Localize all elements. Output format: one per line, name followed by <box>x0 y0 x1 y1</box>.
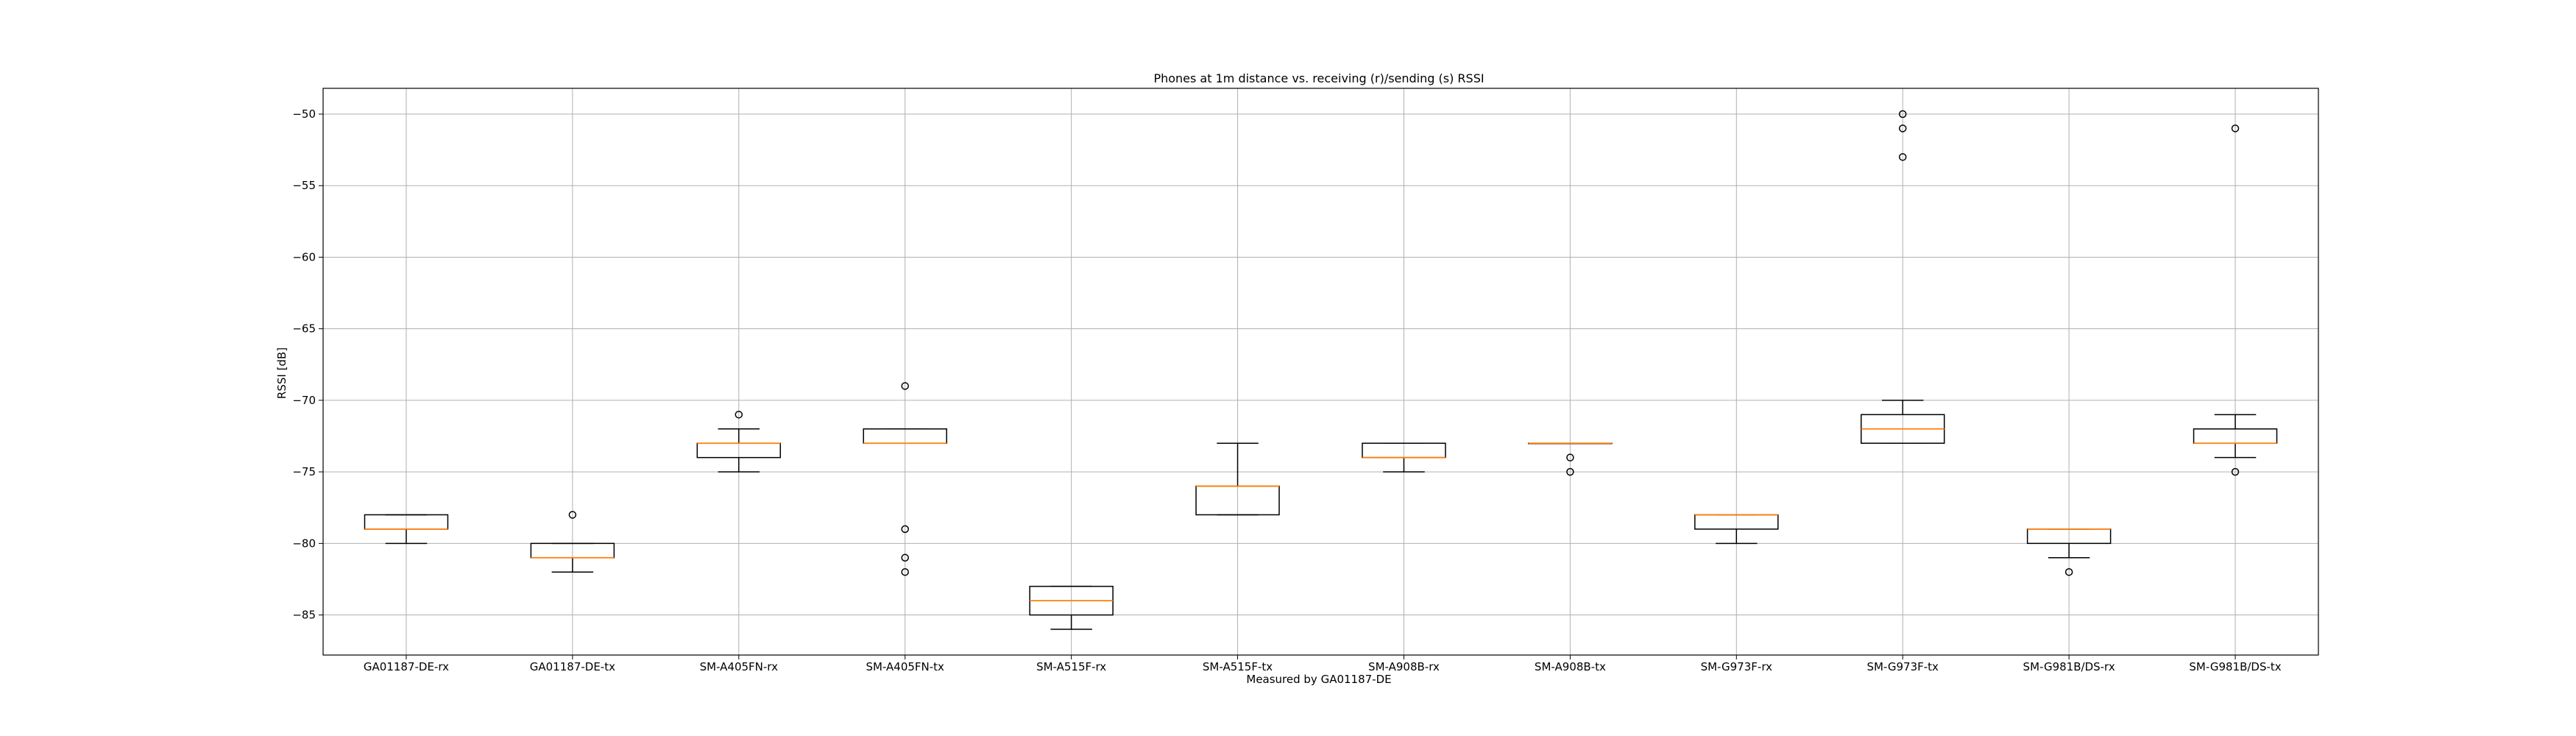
box-plot <box>1195 442 1280 516</box>
box-plots <box>364 110 2278 630</box>
outlier-point <box>901 382 909 390</box>
x-axis-label: Measured by GA01187-DE <box>1246 673 1391 686</box>
box-plot <box>1860 110 1945 444</box>
y-tick-label: −75 <box>292 465 316 478</box>
axis-ticks: −50 −55 −60 −65 −70 −75 −80 −85 GA01187-DE-rx GA0… <box>292 107 2281 673</box>
x-tick-label: SM-A515F-rx <box>1036 660 1106 673</box>
box-plot <box>1362 442 1446 473</box>
outlier-point <box>2231 467 2240 476</box>
outlier-point <box>901 553 909 562</box>
box-plot <box>1694 514 1779 545</box>
grid <box>323 88 2318 655</box>
box-plot <box>1528 442 1613 476</box>
x-tick-label: SM-A908B-rx <box>1368 660 1440 673</box>
x-tick-label: SM-G981B/DS-rx <box>2023 660 2115 673</box>
x-tick-label: GA01187-DE-rx <box>364 660 449 673</box>
chart-title: Phones at 1m distance vs. receiving (r)/… <box>1153 71 1484 85</box>
outlier-point <box>901 525 909 534</box>
x-tick-label: SM-A405FN-tx <box>866 660 944 673</box>
x-tick-label: SM-G973F-tx <box>1866 660 1939 673</box>
x-tick-label: SM-G973F-rx <box>1701 660 1772 673</box>
outlier-point <box>2231 124 2240 132</box>
y-axis-label: RSSI [dB] <box>275 347 289 399</box>
y-tick-label: −80 <box>292 537 316 550</box>
outlier-point <box>901 567 909 576</box>
x-tick-label: SM-A405FN-rx <box>700 660 778 673</box>
y-tick-label: −70 <box>292 394 316 407</box>
x-tick-label: SM-A908B-tx <box>1535 660 1606 673</box>
box-plot <box>863 382 947 576</box>
plot-area-frame <box>322 88 2319 656</box>
outlier-point <box>1898 110 1907 118</box>
outlier-point <box>1898 153 1907 161</box>
y-tick-label: −85 <box>292 609 316 622</box>
outlier-point <box>2064 567 2073 576</box>
x-tick-label: SM-G981B/DS-tx <box>2189 660 2281 673</box>
box-plot <box>696 411 782 473</box>
y-tick-label: −65 <box>292 322 316 336</box>
box-plot <box>2193 124 2278 476</box>
outlier-point <box>735 411 743 419</box>
outlier-point <box>1566 467 1574 476</box>
x-tick-label: GA01187-DE-tx <box>530 660 615 673</box>
outlier-point <box>1898 124 1907 132</box>
y-tick-label: −60 <box>292 250 316 263</box>
y-tick-label: −55 <box>292 179 316 192</box>
y-tick-label: −50 <box>292 107 316 121</box>
outlier-point <box>568 511 577 519</box>
box-plot <box>1029 585 1114 630</box>
outlier-point <box>1566 453 1574 461</box>
box-plot <box>530 511 615 573</box>
box-plot <box>2026 528 2112 576</box>
x-tick-label: SM-A515F-tx <box>1203 660 1273 673</box>
box-plot <box>364 514 449 545</box>
